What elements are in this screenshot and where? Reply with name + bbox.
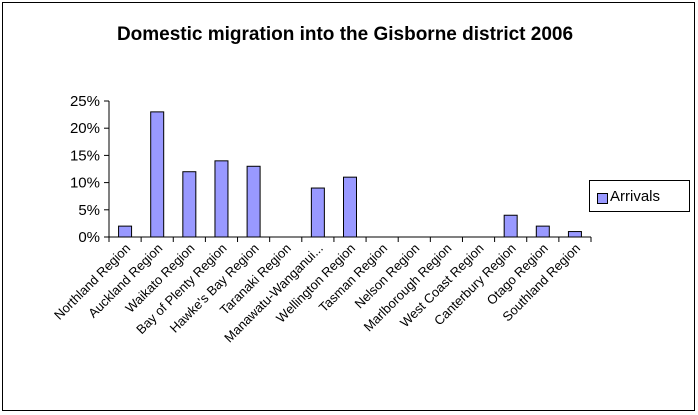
x-axis	[108, 236, 592, 242]
bar	[535, 225, 550, 238]
chart-title: Domestic migration into the Gisborne dis…	[116, 24, 574, 45]
bar	[150, 111, 165, 238]
y-tick-label: 0%	[78, 229, 100, 246]
y-tick-label: 15%	[70, 147, 100, 164]
bar	[310, 187, 325, 238]
legend: Arrivals	[589, 180, 690, 212]
y-tick-label: 10%	[70, 175, 100, 192]
y-tick-label: 20%	[70, 120, 100, 137]
y-axis: 0% 5% 10% 15% 20% 25%	[70, 93, 110, 246]
bar	[118, 225, 133, 238]
bar	[214, 160, 229, 238]
bar	[567, 231, 582, 238]
legend-swatch	[597, 193, 608, 204]
legend-label: Arrivals	[610, 188, 661, 205]
bar	[182, 171, 197, 238]
bars	[118, 111, 582, 238]
y-tick-label: 25%	[70, 93, 100, 110]
bar	[503, 214, 518, 238]
bar	[343, 176, 357, 238]
bar	[246, 165, 261, 238]
y-tick-label: 5%	[78, 202, 100, 219]
